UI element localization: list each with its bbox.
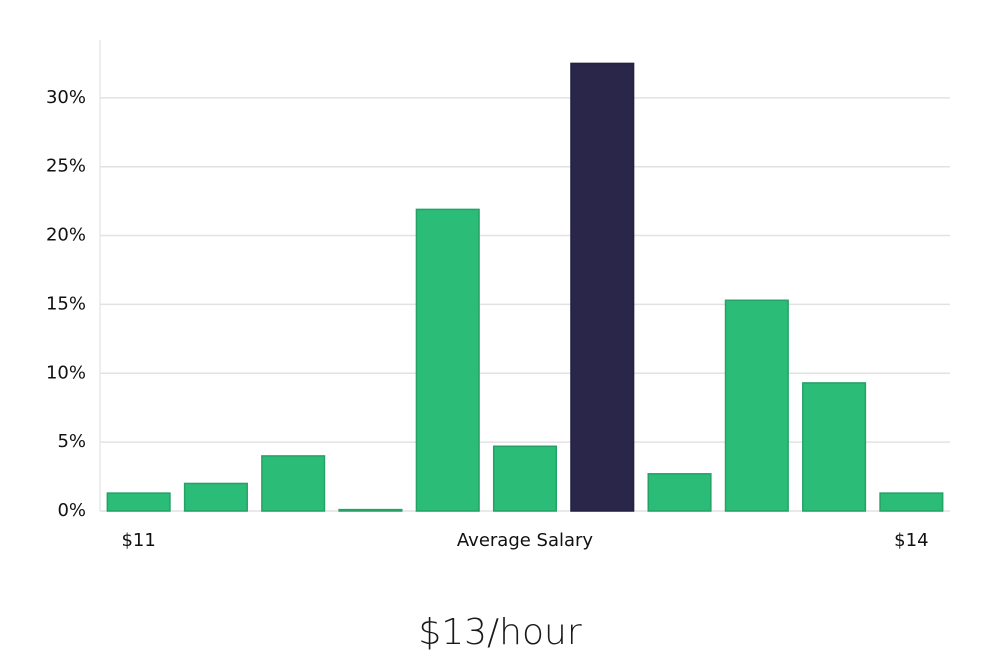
bar	[879, 492, 944, 512]
bar	[415, 208, 480, 512]
y-tick-label: 0%	[57, 500, 86, 521]
bar	[338, 508, 403, 512]
bar	[492, 445, 558, 512]
bar	[183, 482, 248, 512]
bar	[647, 473, 712, 512]
y-tick-label: 25%	[46, 156, 86, 177]
y-tick-label: 10%	[46, 362, 86, 383]
bar	[570, 62, 635, 512]
bar	[724, 299, 789, 512]
bar	[106, 492, 171, 512]
caption: $13/hour	[418, 612, 582, 653]
y-tick-label: 30%	[46, 87, 86, 108]
y-tick-label: 20%	[46, 225, 86, 246]
x-tick-label: $11	[121, 530, 155, 551]
y-tick-label: 5%	[57, 431, 86, 452]
bar	[802, 382, 867, 512]
bar	[261, 455, 326, 512]
x-tick-label: Average Salary	[457, 530, 594, 551]
y-tick-label: 15%	[46, 293, 86, 314]
x-tick-label: $14	[894, 530, 928, 551]
